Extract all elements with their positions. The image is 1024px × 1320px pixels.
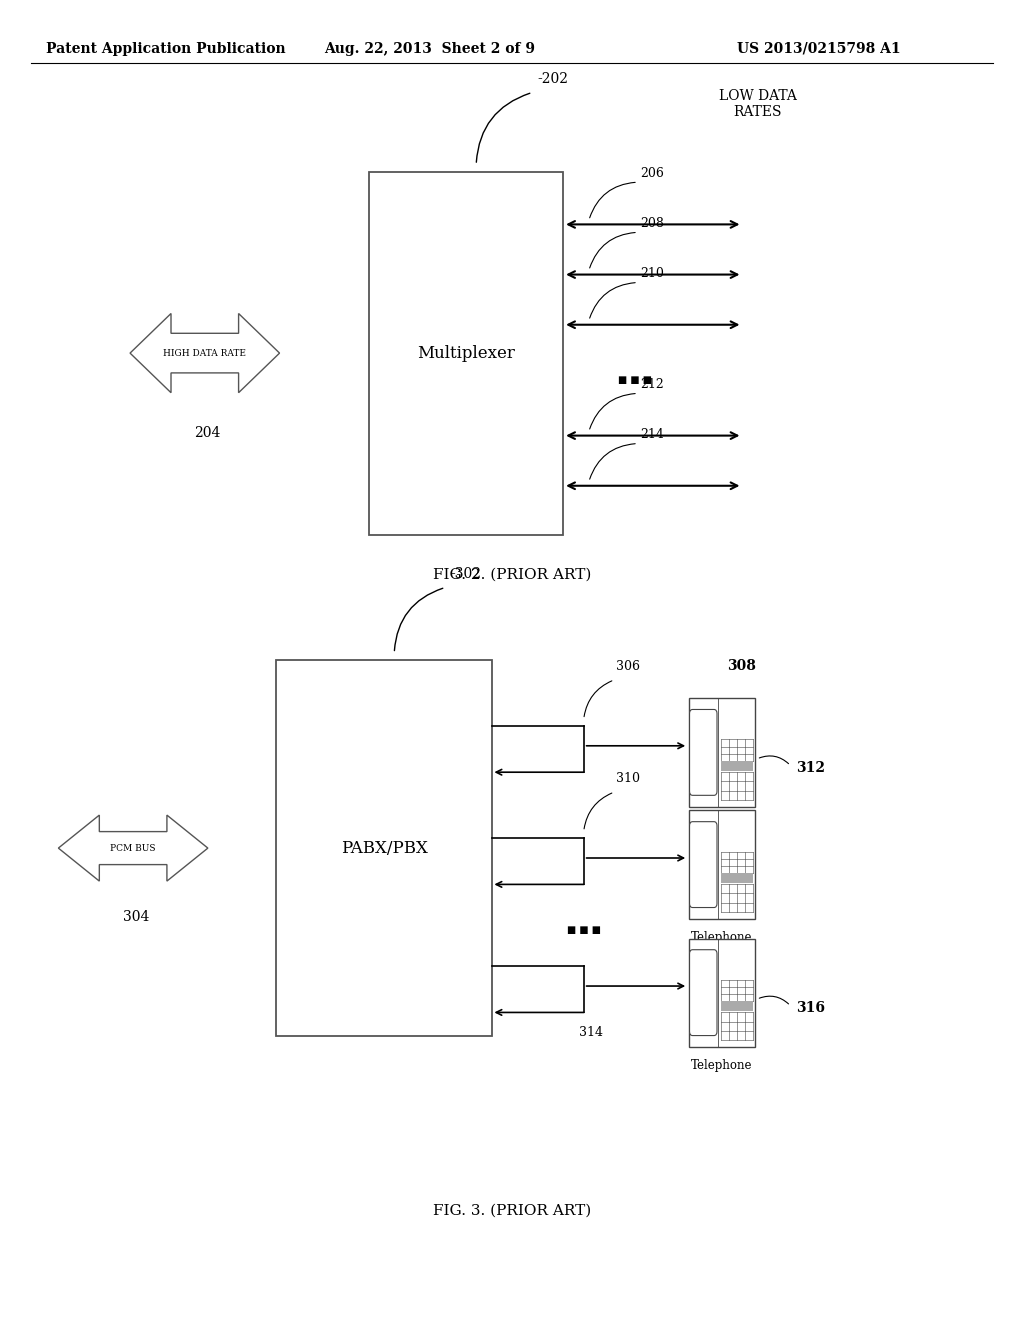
Bar bbox=[688, 939, 756, 1047]
Bar bbox=[721, 874, 753, 883]
Text: 304: 304 bbox=[123, 911, 150, 924]
Text: -202: -202 bbox=[538, 71, 568, 86]
Text: 312: 312 bbox=[796, 762, 824, 775]
Text: Multiplexer: Multiplexer bbox=[417, 345, 515, 362]
Bar bbox=[721, 762, 753, 771]
Text: HIGH DATA RATE: HIGH DATA RATE bbox=[163, 348, 247, 358]
Polygon shape bbox=[58, 814, 208, 882]
Text: ■ ■ ■: ■ ■ ■ bbox=[617, 376, 652, 384]
Text: Aug. 22, 2013  Sheet 2 of 9: Aug. 22, 2013 Sheet 2 of 9 bbox=[325, 42, 536, 55]
FancyBboxPatch shape bbox=[689, 709, 717, 796]
Text: 206: 206 bbox=[640, 166, 664, 180]
Text: US 2013/0215798 A1: US 2013/0215798 A1 bbox=[737, 42, 901, 55]
Text: Telephone: Telephone bbox=[691, 818, 753, 832]
Bar bbox=[369, 172, 563, 535]
Text: LOW DATA
RATES: LOW DATA RATES bbox=[719, 88, 797, 119]
Text: 306: 306 bbox=[616, 660, 640, 673]
Text: Patent Application Publication: Patent Application Publication bbox=[46, 42, 286, 55]
Text: ■ ■ ■: ■ ■ ■ bbox=[566, 927, 601, 935]
Text: Telephone: Telephone bbox=[691, 931, 753, 944]
Bar bbox=[721, 1002, 753, 1011]
FancyBboxPatch shape bbox=[689, 821, 717, 908]
Text: PCM BUS: PCM BUS bbox=[111, 843, 156, 853]
Text: 208: 208 bbox=[640, 216, 664, 230]
Text: PABX/PBX: PABX/PBX bbox=[341, 840, 427, 857]
Text: 308: 308 bbox=[727, 659, 756, 673]
Text: Telephone: Telephone bbox=[691, 1059, 753, 1072]
Text: FIG. 2. (PRIOR ART): FIG. 2. (PRIOR ART) bbox=[433, 568, 591, 581]
Bar bbox=[688, 698, 756, 807]
Bar bbox=[276, 660, 492, 1036]
Bar bbox=[688, 810, 756, 919]
Polygon shape bbox=[130, 314, 280, 393]
Text: 310: 310 bbox=[616, 772, 640, 785]
Text: 210: 210 bbox=[640, 267, 664, 280]
Text: FIG. 3. (PRIOR ART): FIG. 3. (PRIOR ART) bbox=[433, 1204, 591, 1217]
Text: 314: 314 bbox=[579, 1026, 602, 1039]
Text: 214: 214 bbox=[640, 428, 664, 441]
Text: -302: -302 bbox=[451, 566, 481, 581]
Text: 316: 316 bbox=[796, 1002, 824, 1015]
Text: 212: 212 bbox=[640, 378, 664, 391]
Text: 204: 204 bbox=[195, 426, 221, 440]
FancyBboxPatch shape bbox=[689, 949, 717, 1036]
